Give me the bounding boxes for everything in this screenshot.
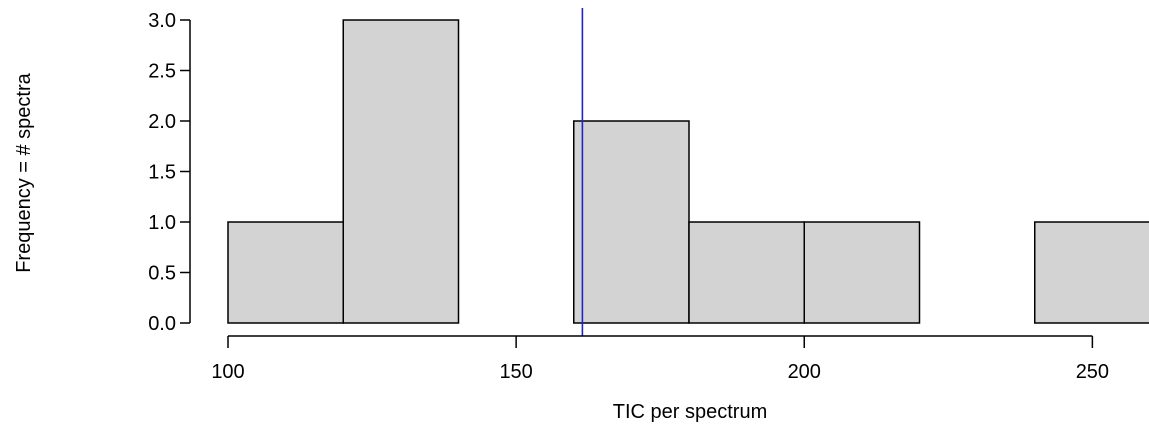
x-tick-label: 200 xyxy=(788,361,821,383)
y-axis-label: Frequency = # spectra xyxy=(13,72,35,272)
histogram-bar-160-180 xyxy=(573,120,690,324)
y-tick-label: 3.0 xyxy=(148,10,176,32)
y-tick-label: 2.0 xyxy=(148,111,176,133)
y-tick-label: 0.0 xyxy=(148,313,176,335)
histogram-bar-100-120 xyxy=(227,221,344,324)
y-tick-label: 2.5 xyxy=(148,61,176,83)
x-axis: 100 150 200 250 xyxy=(211,335,1109,383)
x-tick-label: 250 xyxy=(1076,361,1109,383)
histogram-bar-180-200 xyxy=(688,221,805,324)
bars xyxy=(227,19,1149,324)
y-tick-label: 1.5 xyxy=(148,162,176,184)
y-tick-label: 1.0 xyxy=(148,212,176,234)
x-axis-label: TIC per spectrum xyxy=(613,401,767,423)
histogram-bar-240-260 xyxy=(1034,221,1149,324)
histogram-bar-120-140 xyxy=(342,19,460,324)
y-axis: 0.0 0.5 1.0 1.5 2.0 2.5 3.0 xyxy=(148,10,191,335)
x-tick-label: 100 xyxy=(211,361,244,383)
x-tick-label: 150 xyxy=(499,361,532,383)
y-tick-label: 0.5 xyxy=(148,263,176,285)
histogram-bar-200-220 xyxy=(803,221,921,324)
